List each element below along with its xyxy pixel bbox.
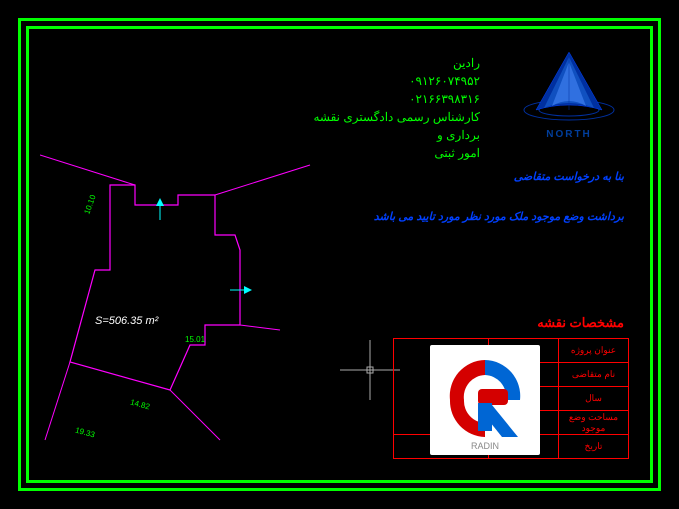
expert-name: رادین (300, 54, 480, 72)
cell-label: نام متقاضی (559, 363, 629, 387)
parcel-plot (40, 140, 340, 460)
cell-label: تاریخ (559, 435, 629, 459)
area-label: S=506.35 m² (95, 315, 158, 327)
title-line-1: کارشناس رسمی دادگستری نقشه برداری و (300, 108, 480, 144)
cell-label: سال (559, 387, 629, 411)
phone-1: ۰۹۱۲۶۰۷۴۹۵۲ (300, 72, 480, 90)
logo-text: RADIN (471, 441, 499, 451)
phone-2: ۰۲۱۶۶۳۹۸۳۱۶ (300, 90, 480, 108)
dimension-label: 15.01 (185, 335, 205, 344)
north-arrow-block: NORTH (514, 52, 624, 140)
drawing-canvas: رادین ۰۹۱۲۶۰۷۴۹۵۲ ۰۲۱۶۶۳۹۸۳۱۶ کارشناس رس… (0, 0, 679, 509)
note-line-2: برداشت وضع موجود ملک مورد نظر مورد تایید… (340, 210, 624, 223)
note-line-1: بنا به درخواست متقاضی (514, 170, 624, 183)
cell-label: عنوان پروژه (559, 339, 629, 363)
radin-logo: RADIN (430, 345, 540, 455)
table-title: مشخصات نقشه (537, 315, 624, 331)
crosshair-icon (340, 340, 400, 400)
north-arrow-icon (514, 52, 624, 122)
logo-icon: RADIN (430, 345, 540, 455)
north-label: NORTH (514, 129, 624, 140)
cell-label: مساحت وضع موجود (559, 411, 629, 435)
